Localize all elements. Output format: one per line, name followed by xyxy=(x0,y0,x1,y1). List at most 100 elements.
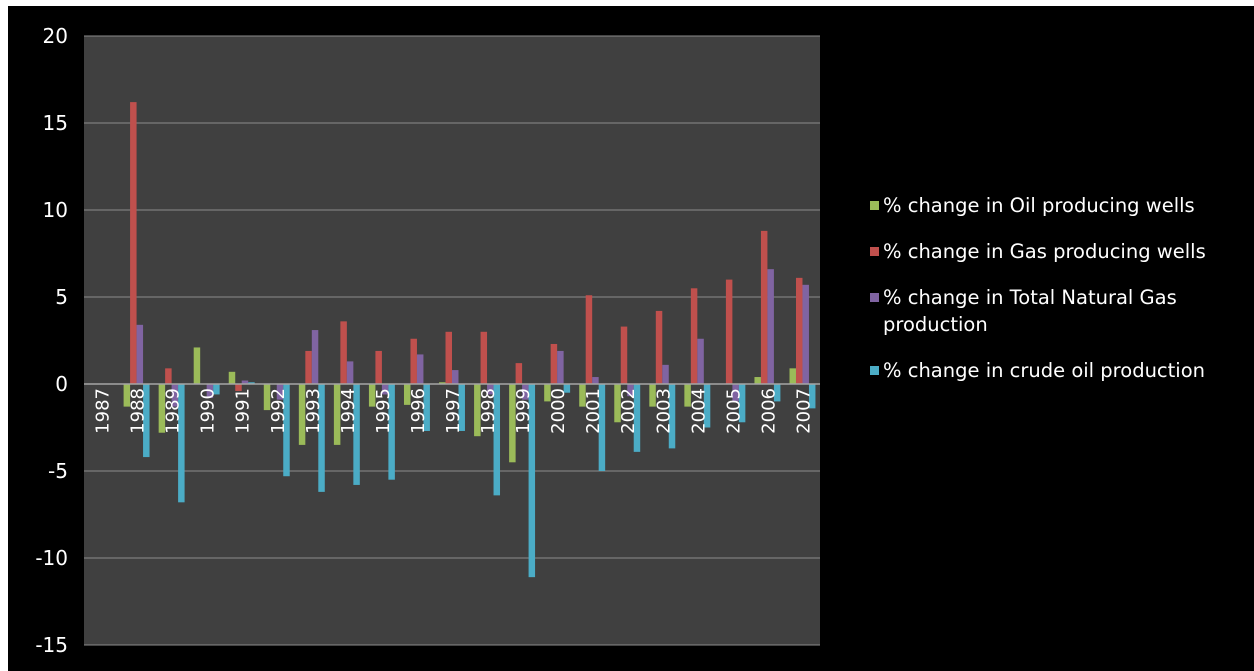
x-tick-label: 1995 xyxy=(373,388,394,434)
x-tick-label: 1988 xyxy=(128,388,149,434)
legend-swatch-gas-wells xyxy=(870,247,879,256)
bar-series1-1995 xyxy=(368,384,376,407)
x-tick-label: 1990 xyxy=(198,388,219,434)
x-tick-label: 2005 xyxy=(723,388,744,434)
legend-item-natural-gas-production: % change in Total Natural Gas production xyxy=(870,284,1254,338)
bar-series3-1990 xyxy=(206,384,214,398)
bar-series3-1998 xyxy=(487,384,494,395)
bar-series1-1999 xyxy=(509,384,516,463)
bar-series2-1989 xyxy=(165,368,172,384)
y-tick-label: 5 xyxy=(55,285,68,309)
bar-series4-2002 xyxy=(633,384,641,452)
bar-series4-1991 xyxy=(248,382,255,384)
x-tick-label: 2001 xyxy=(583,388,604,434)
x-tick-label: 1989 xyxy=(163,388,184,434)
y-tick-label: 0 xyxy=(55,372,68,396)
x-tick-label: 2007 xyxy=(793,388,814,434)
bar-series3-1994 xyxy=(346,361,354,384)
y-tick-label: -10 xyxy=(35,546,68,570)
bar-series4-1998 xyxy=(493,384,501,496)
bar-series3-1999 xyxy=(522,384,529,400)
bar-series2-1988 xyxy=(130,102,137,385)
legend-swatch-oil-wells xyxy=(870,201,879,210)
x-tick-label: 1994 xyxy=(338,388,359,434)
bar-series4-1990 xyxy=(213,384,220,395)
x-tick-label: 2004 xyxy=(688,388,709,434)
x-tick-label: 1998 xyxy=(478,388,499,434)
bar-series1-2007 xyxy=(789,368,796,384)
x-tick-label: 2006 xyxy=(758,388,779,434)
bar-series2-2006 xyxy=(760,230,768,384)
bar-series2-1995 xyxy=(375,350,382,384)
bar-series4-1996 xyxy=(423,384,430,431)
bar-series3-2002 xyxy=(627,384,634,397)
x-tick-label: 1999 xyxy=(513,388,534,434)
bar-series3-2007 xyxy=(802,284,809,384)
bar-series4-2006 xyxy=(773,384,781,402)
bar-series3-1996 xyxy=(416,354,424,384)
bar-series2-2002 xyxy=(620,326,628,384)
bar-series2-2007 xyxy=(795,277,803,384)
bar-series4-2003 xyxy=(668,384,676,449)
bar-series3-1988 xyxy=(136,324,144,384)
x-tick-label: 1992 xyxy=(268,388,289,434)
bar-series2-1999 xyxy=(515,363,523,384)
bar-series2-1997 xyxy=(445,331,452,384)
legend-swatch-natural-gas-production xyxy=(870,293,879,302)
bar-series1-1994 xyxy=(333,384,341,445)
legend-item-oil-wells: % change in Oil producing wells xyxy=(870,192,1254,219)
bar-series4-1997 xyxy=(458,384,465,431)
x-tick-label: 2003 xyxy=(653,388,674,434)
bar-series1-2000 xyxy=(544,384,551,402)
x-tick-label: 2000 xyxy=(548,388,569,434)
legend-item-crude-oil-production: % change in crude oil production xyxy=(870,357,1254,384)
x-tick-label: 2002 xyxy=(618,388,639,434)
bar-series3-2004 xyxy=(697,338,704,384)
y-tick-label: 20 xyxy=(43,24,68,48)
bar-series3-1993 xyxy=(311,330,319,384)
bar-series4-2004 xyxy=(703,384,711,428)
bar-series3-2003 xyxy=(662,364,669,384)
bar-series3-1995 xyxy=(381,384,389,395)
legend-label-crude-oil-production: % change in crude oil production xyxy=(883,359,1206,382)
bar-series4-1999 xyxy=(528,384,536,578)
legend: % change in Oil producing wells % change… xyxy=(870,192,1254,403)
bar-series1-1998 xyxy=(474,384,481,437)
bar-series4-2001 xyxy=(598,384,606,471)
bar-series2-2005 xyxy=(725,279,733,384)
bar-series1-1988 xyxy=(123,384,131,407)
bar-series3-2005 xyxy=(732,384,739,402)
bar-series3-1992 xyxy=(276,384,284,400)
bar-series4-2007 xyxy=(808,384,816,409)
bar-series2-2003 xyxy=(655,310,663,384)
bar-series4-2005 xyxy=(738,384,746,423)
bar-series2-2000 xyxy=(550,343,558,384)
y-tick-label: -15 xyxy=(35,633,68,657)
bar-series4-2000 xyxy=(563,384,571,393)
x-tick-label: 1987 xyxy=(93,388,114,434)
bar-series4-1992 xyxy=(283,384,290,477)
chart: 20 15 10 5 0 -5 -10 -15 1987 1988 1989 1990 1991 199… xyxy=(35,24,820,657)
x-tick-label: 1991 xyxy=(233,388,254,434)
bar-series4-1994 xyxy=(353,384,360,485)
bar-series4-1989 xyxy=(178,384,185,503)
bar-series1-2006 xyxy=(754,377,761,384)
legend-label-natural-gas-production: % change in Total Natural Gas production xyxy=(883,286,1177,336)
x-tick-label: 1997 xyxy=(443,388,464,434)
legend-item-gas-wells: % change in Gas producing wells xyxy=(870,238,1254,265)
bar-series1-2002 xyxy=(614,384,621,423)
bar-series2-2004 xyxy=(690,288,698,384)
bar-series2-1998 xyxy=(480,331,488,384)
bar-series2-1993 xyxy=(305,350,312,384)
bar-series3-1997 xyxy=(452,370,459,384)
bar-series3-2001 xyxy=(592,377,599,384)
bar-series1-1992 xyxy=(263,384,271,411)
bar-series1-1996 xyxy=(403,384,411,405)
bar-series1-2004 xyxy=(684,384,691,407)
bar-series1-1993 xyxy=(298,384,306,445)
bar-series3-2006 xyxy=(767,269,774,384)
bar-series1-1997 xyxy=(439,382,446,384)
bar-series3-2000 xyxy=(557,350,564,384)
bar-series2-1996 xyxy=(410,338,417,384)
bar-series3-1991 xyxy=(241,380,249,384)
